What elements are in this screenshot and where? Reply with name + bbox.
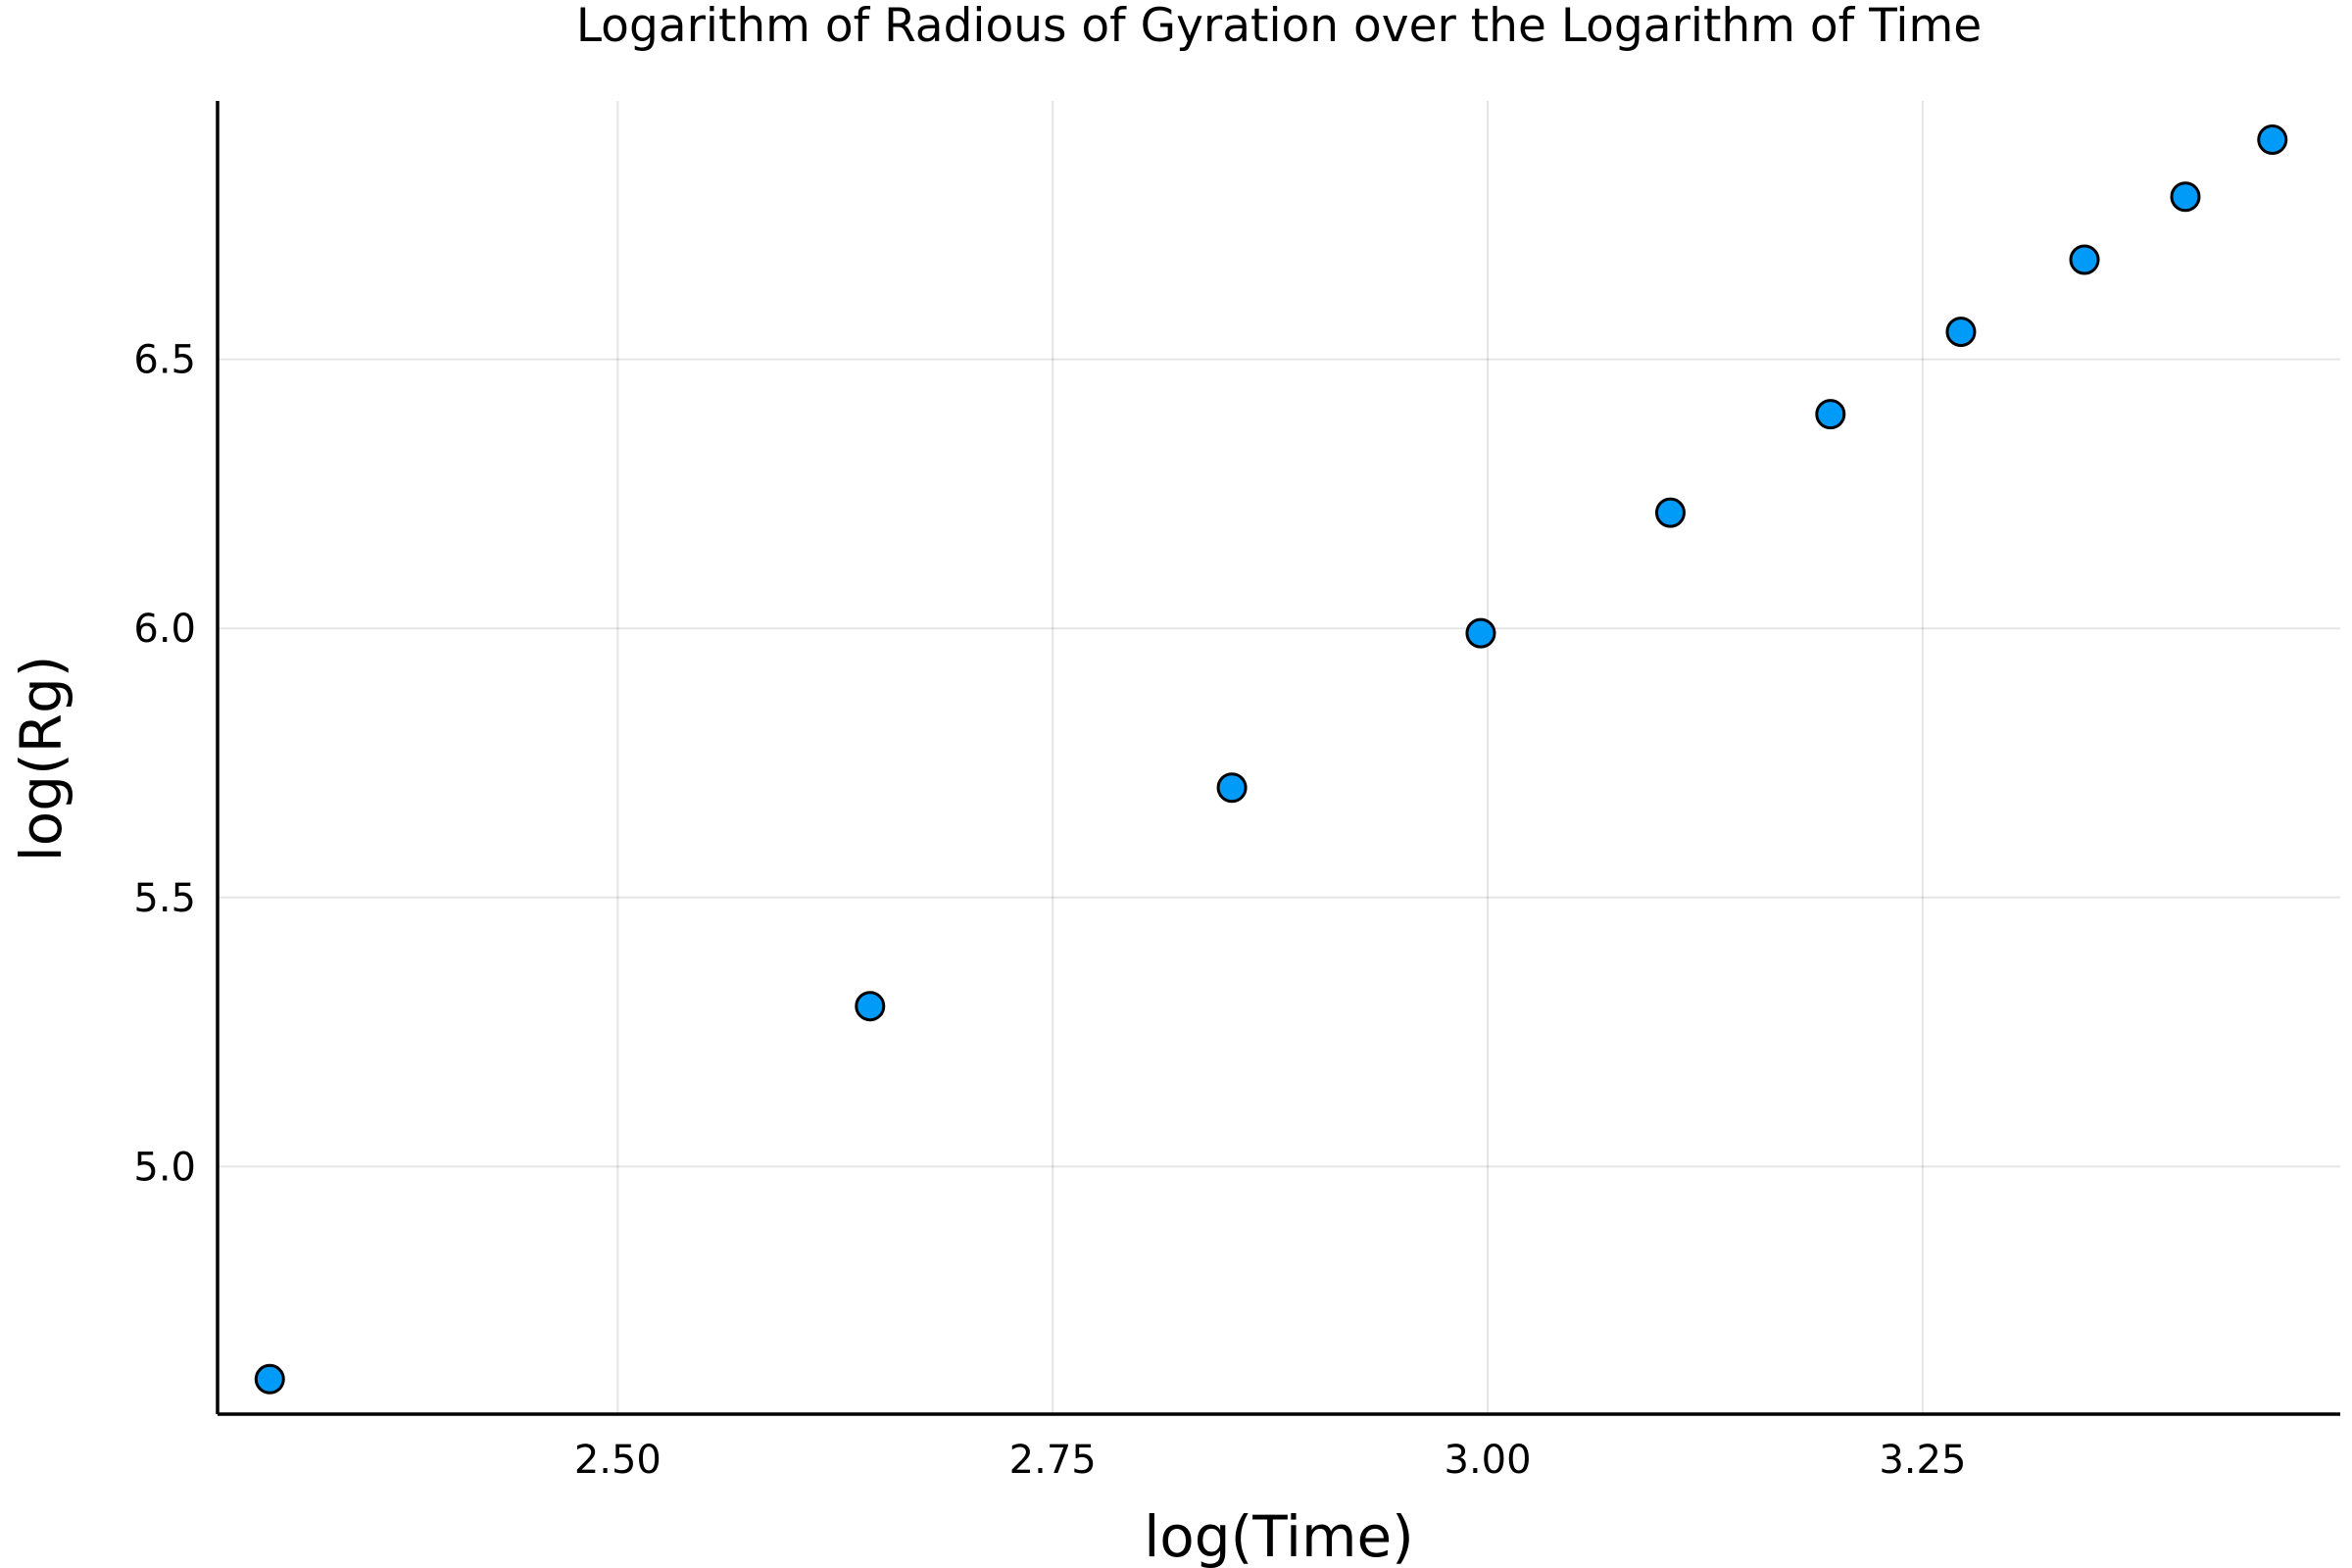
data-point [1945, 317, 1977, 348]
grid [218, 101, 2340, 1414]
data-point [1815, 399, 1846, 430]
data-point [1654, 497, 1686, 528]
chart-title: Logarithm of Radious of Gyration over th… [576, 0, 1982, 53]
x-tick-labels: 2.50 2.75 3.00 3.25 [574, 1438, 1967, 1483]
data-point [1216, 772, 1248, 804]
data-point [2257, 124, 2288, 156]
x-tick-label: 2.75 [1009, 1438, 1097, 1483]
data-point [855, 991, 886, 1022]
x-tick-label: 3.25 [1879, 1438, 1966, 1483]
data-point [1465, 617, 1496, 649]
y-tick-label: 5.5 [133, 876, 196, 921]
axes [216, 101, 2340, 1416]
y-tick-label: 6.0 [133, 607, 196, 652]
data-points [254, 124, 2288, 1395]
data-point [2069, 244, 2100, 275]
x-axis-label: log(Time) [1144, 1503, 1414, 1568]
y-tick-labels: 5.0 5.5 6.0 6.5 [133, 338, 196, 1191]
x-tick-label: 2.50 [574, 1438, 662, 1483]
y-axis-label: log(Rg) [8, 656, 74, 862]
y-tick-label: 6.5 [133, 338, 196, 383]
x-tick-label: 3.00 [1445, 1438, 1532, 1483]
data-point [254, 1363, 285, 1395]
data-point [2170, 181, 2201, 213]
y-tick-label: 5.0 [133, 1145, 196, 1190]
